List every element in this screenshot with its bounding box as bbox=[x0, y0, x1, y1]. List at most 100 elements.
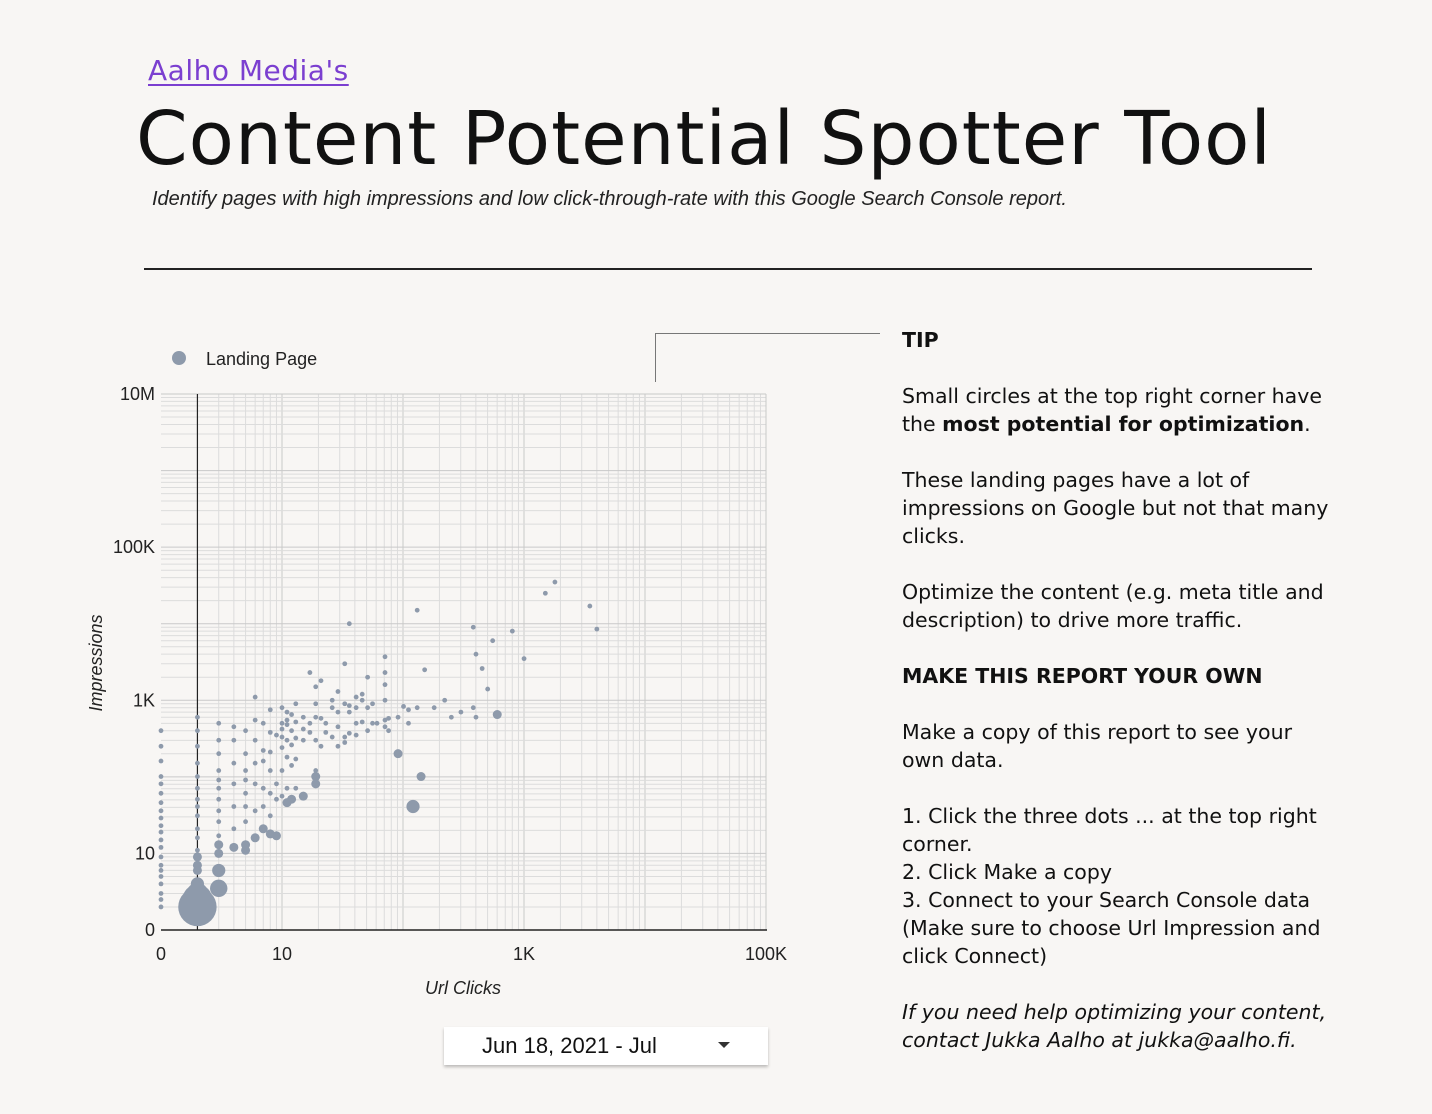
data-point[interactable] bbox=[594, 626, 600, 632]
data-point[interactable] bbox=[521, 656, 527, 662]
data-point[interactable] bbox=[274, 732, 279, 738]
data-point[interactable] bbox=[252, 694, 258, 700]
data-point[interactable] bbox=[279, 705, 285, 711]
data-point[interactable] bbox=[216, 796, 222, 802]
data-point[interactable] bbox=[284, 754, 290, 760]
data-point[interactable] bbox=[335, 724, 341, 730]
data-point[interactable] bbox=[192, 852, 202, 862]
data-point[interactable] bbox=[293, 701, 299, 707]
data-point[interactable] bbox=[293, 785, 299, 791]
data-point[interactable] bbox=[318, 678, 324, 684]
data-point[interactable] bbox=[158, 837, 164, 843]
data-point[interactable] bbox=[216, 808, 222, 814]
data-point[interactable] bbox=[473, 651, 479, 657]
data-point[interactable] bbox=[313, 684, 319, 690]
data-point[interactable] bbox=[346, 730, 352, 736]
data-point[interactable] bbox=[293, 756, 299, 762]
data-point[interactable] bbox=[284, 785, 290, 791]
data-point[interactable] bbox=[214, 848, 224, 858]
data-point[interactable] bbox=[289, 742, 294, 748]
data-point[interactable] bbox=[252, 808, 258, 814]
data-point[interactable] bbox=[195, 813, 200, 819]
data-point[interactable] bbox=[323, 729, 329, 735]
data-point[interactable] bbox=[158, 862, 164, 868]
data-point[interactable] bbox=[260, 720, 266, 726]
data-point[interactable] bbox=[329, 697, 335, 703]
data-point[interactable] bbox=[323, 720, 329, 726]
data-point[interactable] bbox=[158, 854, 164, 860]
data-point[interactable] bbox=[195, 847, 200, 853]
data-point[interactable] bbox=[329, 734, 335, 740]
data-point[interactable] bbox=[382, 654, 388, 660]
data-point[interactable] bbox=[470, 705, 476, 711]
data-point[interactable] bbox=[195, 760, 200, 766]
data-point[interactable] bbox=[298, 791, 308, 801]
data-point[interactable] bbox=[216, 819, 222, 825]
data-point[interactable] bbox=[370, 701, 375, 707]
data-point[interactable] bbox=[210, 879, 228, 898]
data-point[interactable] bbox=[300, 714, 306, 720]
data-point[interactable] bbox=[386, 728, 391, 734]
data-point[interactable] bbox=[342, 661, 348, 667]
data-point[interactable] bbox=[252, 760, 258, 766]
data-point[interactable] bbox=[335, 709, 341, 715]
data-point[interactable] bbox=[195, 774, 200, 779]
data-point[interactable] bbox=[195, 728, 200, 734]
data-point[interactable] bbox=[393, 749, 403, 759]
data-point[interactable] bbox=[359, 697, 365, 703]
data-point[interactable] bbox=[359, 691, 365, 697]
data-point[interactable] bbox=[346, 709, 352, 715]
data-point[interactable] bbox=[313, 768, 319, 773]
data-point[interactable] bbox=[353, 705, 359, 711]
data-point[interactable] bbox=[359, 719, 365, 725]
data-point[interactable] bbox=[267, 749, 273, 755]
data-point[interactable] bbox=[289, 763, 294, 768]
data-point[interactable] bbox=[458, 709, 464, 715]
data-point[interactable] bbox=[260, 785, 266, 791]
data-point[interactable] bbox=[473, 714, 479, 720]
data-point[interactable] bbox=[311, 772, 321, 782]
data-point[interactable] bbox=[353, 694, 359, 700]
data-point[interactable] bbox=[267, 729, 273, 735]
data-point[interactable] bbox=[470, 624, 476, 630]
data-point[interactable] bbox=[260, 804, 266, 809]
data-point[interactable] bbox=[431, 705, 437, 711]
data-point[interactable] bbox=[231, 826, 237, 832]
data-point[interactable] bbox=[279, 720, 285, 726]
data-point[interactable] bbox=[158, 774, 164, 779]
data-point[interactable] bbox=[158, 790, 164, 796]
data-point[interactable] bbox=[158, 897, 164, 902]
data-point[interactable] bbox=[192, 865, 202, 875]
data-point[interactable] bbox=[293, 735, 299, 741]
data-point[interactable] bbox=[416, 772, 426, 782]
data-point[interactable] bbox=[335, 743, 341, 749]
data-point[interactable] bbox=[382, 724, 388, 730]
data-point[interactable] bbox=[313, 714, 319, 720]
data-point[interactable] bbox=[158, 874, 164, 879]
data-point[interactable] bbox=[158, 728, 164, 734]
data-point[interactable] bbox=[542, 590, 548, 596]
data-point[interactable] bbox=[279, 768, 285, 773]
data-point[interactable] bbox=[279, 726, 285, 732]
data-point[interactable] bbox=[216, 737, 222, 743]
data-point[interactable] bbox=[231, 760, 237, 766]
chart-legend[interactable]: Landing Page bbox=[172, 349, 317, 369]
data-point[interactable] bbox=[158, 904, 164, 910]
data-point[interactable] bbox=[243, 728, 248, 734]
chart-points[interactable] bbox=[158, 579, 600, 927]
data-point[interactable] bbox=[406, 720, 411, 726]
data-point[interactable] bbox=[195, 785, 200, 791]
data-point[interactable] bbox=[284, 709, 290, 715]
data-point[interactable] bbox=[243, 819, 248, 825]
data-point[interactable] bbox=[216, 720, 222, 726]
data-point[interactable] bbox=[490, 638, 496, 644]
data-point[interactable] bbox=[258, 824, 268, 834]
data-point[interactable] bbox=[346, 703, 352, 709]
data-point[interactable] bbox=[509, 628, 515, 634]
data-point[interactable] bbox=[318, 743, 324, 749]
data-point[interactable] bbox=[406, 799, 420, 814]
data-point[interactable] bbox=[195, 743, 200, 749]
data-point[interactable] bbox=[414, 705, 420, 711]
data-point[interactable] bbox=[279, 734, 285, 740]
data-point[interactable] bbox=[267, 790, 273, 796]
